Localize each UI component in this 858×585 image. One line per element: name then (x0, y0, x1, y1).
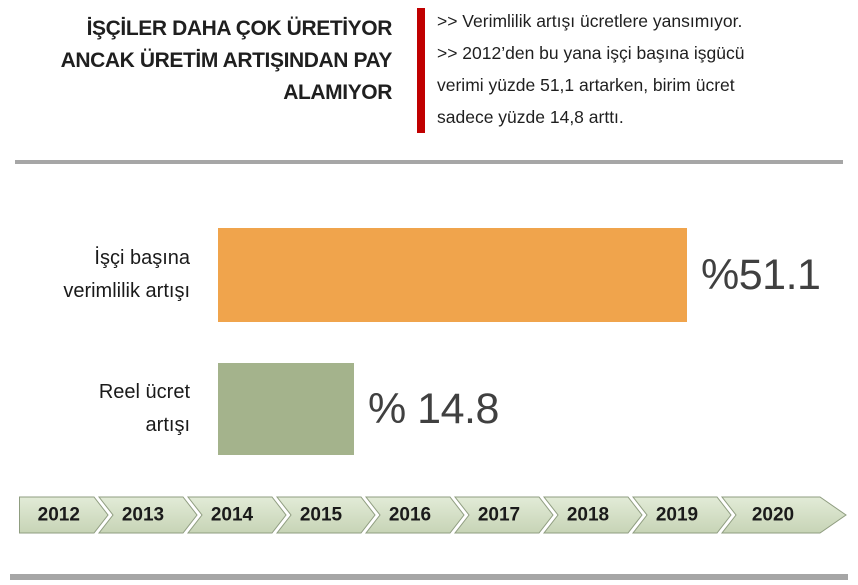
chart-row-productivity: İşçi başına verimlilik artışı %51.1 (0, 228, 821, 322)
page-title-line-2: ANCAK ÜRETİM ARTIŞINDAN PAY (60, 49, 393, 72)
productivity-bar-label-line-2: verimlilik artışı (63, 280, 190, 302)
real-wage-bar-label-line-1: Reel ücret (98, 381, 190, 403)
red-accent-bar (417, 8, 425, 133)
timeline-arrow-segment (720, 496, 847, 534)
timeline-arrow-segment (631, 496, 732, 534)
summary-bullet-2-line-3: sadece yüzde 14,8 arttı. (437, 107, 624, 127)
timeline-arrow-segment (542, 496, 643, 534)
page-title: İŞÇİLER DAHA ÇOK ÜRETİYOR ANCAK ÜRETİM A… (18, 13, 393, 109)
productivity-bar-label: İşçi başına verimlilik artışı (0, 242, 190, 308)
timeline-arrow-segment (364, 496, 465, 534)
timeline-year-label: 2014 (211, 505, 254, 526)
timeline-arrow-segment (97, 496, 198, 534)
real-wage-bar-label-line-2: artışı (145, 414, 190, 436)
page-title-line-3: ALAMIYOR (283, 81, 392, 104)
timeline-year-label: 2017 (478, 505, 520, 526)
productivity-bar-label-line-1: İşçi başına (94, 247, 190, 269)
timeline-arrow-segment (275, 496, 376, 534)
productivity-value-label: %51.1 (701, 250, 821, 299)
productivity-bar (218, 228, 687, 322)
timeline-year-label: 2012 (38, 505, 80, 526)
header-divider (15, 160, 843, 164)
real-wage-bar (218, 363, 354, 455)
chart-row-real-wage: Reel ücret artışı % 14.8 (0, 363, 499, 455)
timeline-year-label: 2013 (122, 505, 164, 526)
timeline-arrow-segment (453, 496, 554, 534)
summary-bullet-2-line-1: >> 2012’den bu yana işçi başına işgücü (437, 43, 745, 63)
timeline-year-label: 2020 (752, 505, 794, 526)
real-wage-bar-label: Reel ücret artışı (0, 376, 190, 442)
timeline-year-label: 2016 (389, 505, 431, 526)
summary-text: >> Verimlilik artışı ücretlere yansımıyo… (437, 5, 849, 133)
bottom-divider (10, 574, 848, 580)
timeline-arrow-segment (186, 496, 287, 534)
real-wage-value-label: % 14.8 (368, 384, 499, 433)
years-timeline: 2012 2013 2014 2015 2016 2017 2018 2019 2020 (19, 496, 847, 534)
timeline-year-label: 2019 (656, 505, 698, 526)
summary-bullet-1: >> Verimlilik artışı ücretlere yansımıyo… (437, 11, 743, 31)
timeline-year-label: 2018 (567, 505, 609, 526)
timeline-year-label: 2015 (300, 505, 343, 526)
summary-bullet-2-line-2: verimi yüzde 51,1 artarken, birim ücret (437, 75, 735, 95)
page-title-line-1: İŞÇİLER DAHA ÇOK ÜRETİYOR (86, 17, 393, 40)
timeline-arrow-segment (19, 496, 109, 534)
